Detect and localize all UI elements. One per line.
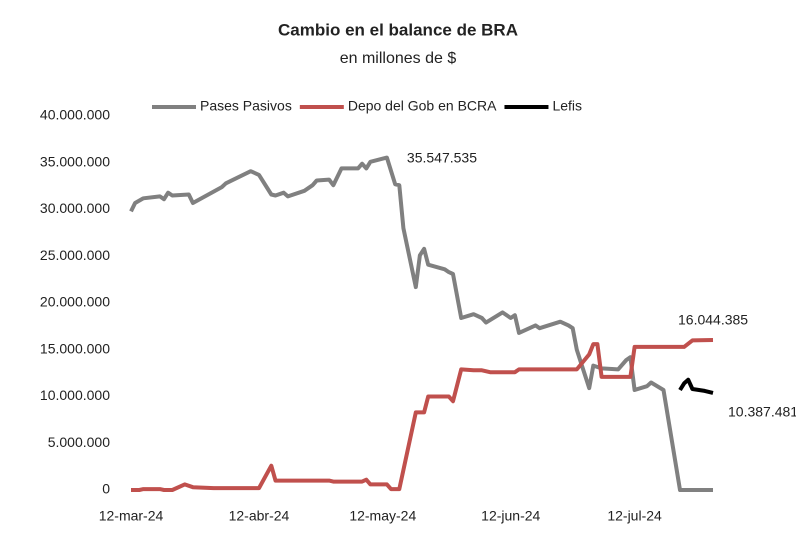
y-tick-label: 15.000.000: [40, 340, 110, 356]
y-tick-label: 20.000.000: [40, 294, 110, 310]
chart-subtitle: en millones de $: [340, 50, 457, 67]
y-tick-label: 40.000.000: [40, 107, 110, 123]
data-label: 35.547.535: [407, 149, 477, 165]
x-tick-label: 12-abr-24: [229, 508, 290, 524]
x-tick-label: 12-jun-24: [481, 508, 540, 524]
y-tick-label: 0: [102, 481, 110, 497]
series-line: [129, 155, 713, 492]
y-tick-label: 25.000.000: [40, 247, 110, 263]
x-tick-label: 12-may-24: [349, 508, 416, 524]
y-tick-label: 30.000.000: [40, 200, 110, 216]
x-tick-label: 12-jul-24: [607, 508, 662, 524]
x-tick-label: 12-mar-24: [99, 508, 164, 524]
data-label: 10.387.481: [728, 404, 796, 420]
y-tick-label: 10.000.000: [40, 387, 110, 403]
legend-label: Lefis: [552, 98, 582, 114]
series-line: [678, 377, 714, 395]
series-line: [131, 338, 714, 492]
data-label: 16.044.385: [678, 312, 748, 328]
y-tick-label: 5.000.000: [48, 434, 110, 450]
legend-label: Pases Pasivos: [200, 98, 292, 114]
y-tick-label: 35.000.000: [40, 153, 110, 169]
chart-title: Cambio en el balance de BRA: [278, 20, 518, 39]
legend-label: Depo del Gob en BCRA: [348, 98, 497, 114]
